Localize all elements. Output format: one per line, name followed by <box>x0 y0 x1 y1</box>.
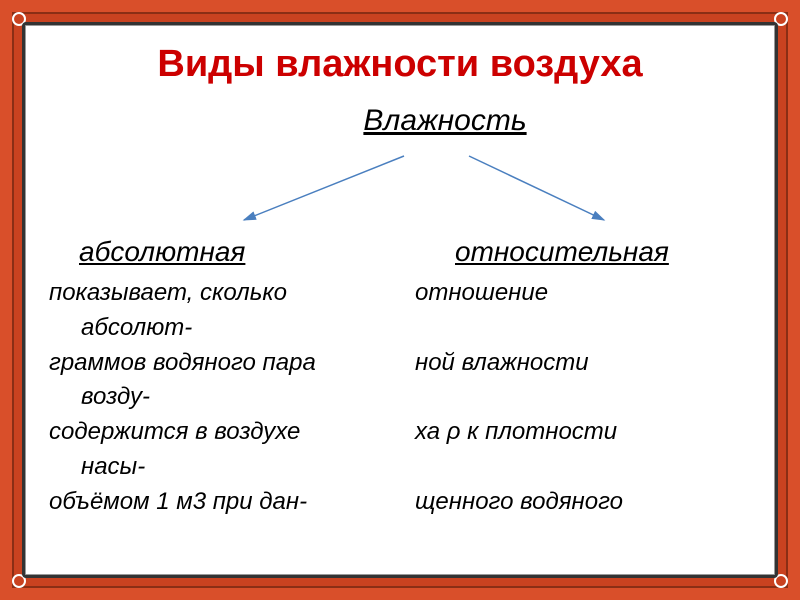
text-line: щенного водяного <box>415 488 623 515</box>
column-header-absolute: абсолютная <box>49 236 385 268</box>
text-line: объёмом 1 м3 при дан- <box>49 488 307 515</box>
text-line: показывает, сколько <box>49 279 287 306</box>
arrow-left-icon <box>244 156 404 220</box>
column-body-relative: отношение ной влажности ха ρ к плотности… <box>415 276 751 520</box>
text-line: абсолют- <box>49 311 385 346</box>
text-line: возду- <box>49 380 385 415</box>
text-line: насы- <box>49 450 385 485</box>
text-line: содержится в воздухе <box>49 418 300 445</box>
text-line: ха ρ к плотности <box>415 418 617 445</box>
outer-frame: Виды влажности воздуха Влажность абсолют… <box>12 12 788 588</box>
arrow-svg <box>49 148 769 232</box>
arrow-right-icon <box>469 156 604 220</box>
text-line: граммов водяного пара <box>49 349 316 376</box>
slide-subtitle: Влажность <box>139 104 751 138</box>
column-absolute: абсолютная показывает, сколько абсолют- … <box>49 236 385 520</box>
slide-title: Виды влажности воздуха <box>49 43 751 86</box>
column-body-absolute: показывает, сколько абсолют- граммов вод… <box>49 276 385 520</box>
columns-container: абсолютная показывает, сколько абсолют- … <box>49 236 751 520</box>
column-relative: относительная отношение ной влажности ха… <box>415 236 751 520</box>
text-line: ной влажности <box>415 349 589 376</box>
text-line: отношение <box>415 279 548 306</box>
column-header-relative: относительная <box>415 236 751 268</box>
diagram-arrows <box>49 148 751 228</box>
slide-content: Виды влажности воздуха Влажность абсолют… <box>22 22 778 578</box>
